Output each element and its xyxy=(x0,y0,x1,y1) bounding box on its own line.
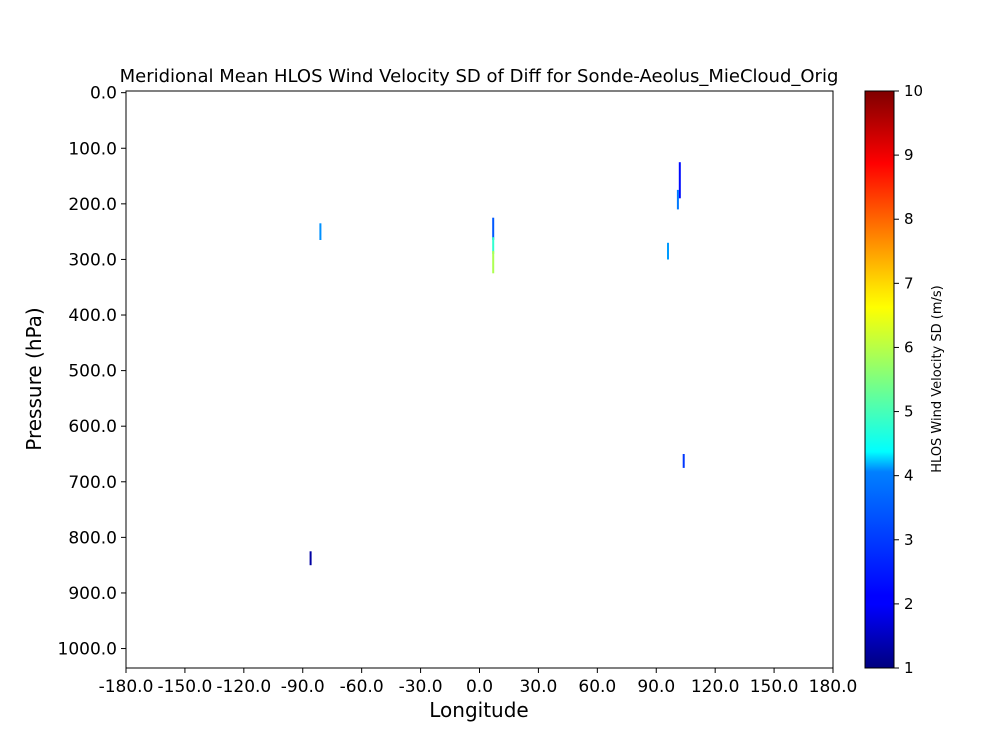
x-tick-label: 30.0 xyxy=(519,677,557,697)
colorbar-tick-label: 3 xyxy=(904,531,914,549)
colorbar-tick-label: 5 xyxy=(904,403,914,421)
x-tick-label: -30.0 xyxy=(399,677,443,697)
y-tick-label: 100.0 xyxy=(68,139,117,159)
y-tick-label: 300.0 xyxy=(68,250,117,270)
y-axis-label: Pressure (hPa) xyxy=(22,307,46,450)
heatmap-cell xyxy=(492,251,495,274)
colorbar-tick-label: 1 xyxy=(904,659,914,677)
colorbar-tick-label: 9 xyxy=(904,146,914,164)
colorbar-tick-label: 2 xyxy=(904,595,914,613)
x-tick-label: 180.0 xyxy=(809,677,858,697)
heatmap-cell xyxy=(678,162,681,199)
x-tick-label: 90.0 xyxy=(637,677,675,697)
heatmap-cells xyxy=(309,162,685,566)
x-tick-label: 60.0 xyxy=(578,677,616,697)
colorbar-tick-label: 4 xyxy=(904,467,914,485)
colorbar-tick-label: 8 xyxy=(904,210,914,228)
x-tick-label: -150.0 xyxy=(158,677,213,697)
x-tick-label: -90.0 xyxy=(281,677,325,697)
y-tick-label: 1000.0 xyxy=(58,640,117,660)
y-tick-label: 0.0 xyxy=(90,84,117,104)
x-tick-label: -180.0 xyxy=(99,677,154,697)
heatmap-cell xyxy=(492,217,495,240)
colorbar xyxy=(864,90,895,669)
x-tick-label: 0.0 xyxy=(466,677,493,697)
y-tick-label: 900.0 xyxy=(68,584,117,604)
heatmap-cell xyxy=(319,223,322,240)
x-tick-label: 120.0 xyxy=(691,677,740,697)
colorbar-tick-label: 6 xyxy=(904,338,914,356)
colorbar-tick-label: 10 xyxy=(904,82,923,100)
y-tick-label: 200.0 xyxy=(68,195,117,215)
colorbar-tick-label: 7 xyxy=(904,274,914,292)
y-axis: 0.0 100.0 200.0 300.0 400.0 500.0 600.0 700.0 80… xyxy=(58,84,126,660)
y-tick-label: 600.0 xyxy=(68,417,117,437)
y-tick-label: 700.0 xyxy=(68,473,117,493)
chart-title: Meridional Mean HLOS Wind Velocity SD of… xyxy=(120,66,839,87)
y-tick-label: 800.0 xyxy=(68,528,117,548)
heatmap-cell xyxy=(682,454,685,468)
heatmap-cell xyxy=(309,551,312,566)
colorbar-axis: 1 2 3 4 5 6 7 8 9 10 xyxy=(894,82,923,677)
heatmap-cell xyxy=(667,242,669,260)
y-tick-label: 400.0 xyxy=(68,306,117,326)
y-tick-label: 500.0 xyxy=(68,362,117,382)
x-tick-label: 150.0 xyxy=(750,677,799,697)
heatmap-cell xyxy=(492,237,495,254)
x-tick-label: -60.0 xyxy=(340,677,384,697)
plot-frame xyxy=(125,90,834,669)
colorbar-label: HLOS Wind Velocity SD (m/s) xyxy=(930,285,945,472)
x-tick-label: -120.0 xyxy=(216,677,271,697)
x-axis-label: Longitude xyxy=(429,698,528,722)
x-axis: -180.0 -150.0 -120.0 -90.0 -60.0 -30.0 0.0 30.0… xyxy=(99,668,858,697)
heatmap-cell xyxy=(676,189,679,210)
